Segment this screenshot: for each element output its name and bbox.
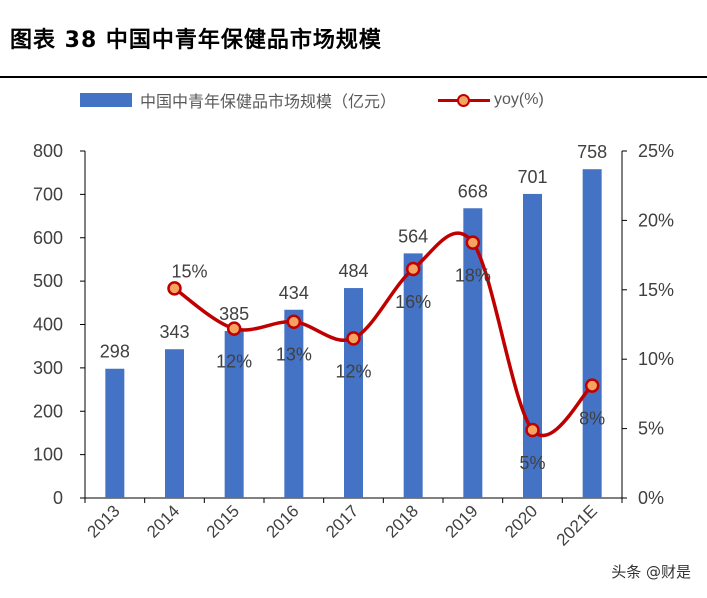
yoy-marker — [286, 314, 302, 329]
yoy-value-label: 5% — [519, 453, 545, 473]
right-tick-label: 20% — [638, 210, 674, 230]
left-tick-label: 400 — [33, 315, 63, 335]
left-tick-label: 500 — [33, 271, 63, 291]
title-divider — [0, 76, 707, 78]
bar-value-label: 668 — [458, 181, 488, 201]
left-tick-label: 700 — [33, 184, 63, 204]
x-tick-label: 2018 — [382, 501, 422, 541]
x-tick-label: 2019 — [441, 501, 481, 541]
right-tick-label: 5% — [638, 419, 664, 439]
legend-bar-swatch — [80, 93, 132, 107]
yoy-marker — [226, 321, 242, 336]
bar-value-label: 564 — [398, 226, 428, 246]
right-tick-label: 10% — [638, 349, 674, 369]
bar-value-label: 701 — [517, 167, 547, 187]
yoy-value-label: 15% — [171, 261, 207, 281]
x-tick-label: 2015 — [203, 501, 243, 541]
bar-value-label: 298 — [100, 342, 130, 362]
yoy-marker — [167, 281, 182, 296]
left-tick-label: 300 — [33, 358, 63, 378]
bar — [165, 349, 184, 498]
x-tick-label: 2017 — [322, 501, 362, 541]
x-tick-label: 2013 — [83, 501, 123, 541]
bar-value-label: 758 — [577, 142, 607, 162]
yoy-value-label: 12% — [216, 352, 252, 372]
yoy-value-label: 18% — [455, 266, 491, 286]
legend-line-icon — [438, 93, 491, 107]
bar — [463, 208, 483, 498]
left-tick-label: 600 — [33, 228, 63, 248]
x-tick-label: 2021E — [553, 501, 601, 549]
bar-value-label: 385 — [219, 304, 249, 324]
bar — [344, 288, 363, 498]
left-tick-label: 800 — [33, 141, 63, 161]
bar — [403, 253, 423, 498]
yoy-value-label: 12% — [335, 361, 371, 381]
yoy-marker — [346, 331, 361, 346]
legend-line-label: yoy(%) — [494, 91, 544, 108]
yoy-marker — [525, 422, 540, 438]
bar — [582, 169, 602, 498]
bar — [284, 309, 304, 498]
bar-value-label: 434 — [279, 283, 309, 303]
yoy-value-label: 13% — [276, 345, 312, 365]
bar-value-label: 484 — [338, 261, 368, 281]
bar — [105, 368, 125, 498]
yoy-marker — [584, 378, 600, 393]
right-tick-label: 15% — [638, 280, 674, 300]
yoy-marker — [405, 261, 421, 277]
x-tick-label: 2016 — [262, 501, 302, 541]
legend-bar-label: 中国中青年保健品市场规模（亿元） — [140, 94, 397, 111]
chart-title: 图表 38 中国中青年保健品市场规模 — [10, 28, 382, 53]
x-tick-label: 2014 — [143, 501, 183, 541]
left-tick-label: 100 — [33, 445, 63, 465]
bar-value-label: 343 — [159, 322, 189, 342]
left-tick-label: 200 — [33, 401, 63, 421]
x-tick-label: 2020 — [501, 501, 541, 541]
legend: 中国中青年保健品市场规模（亿元） yoy(%) — [80, 88, 544, 112]
left-tick-label: 0 — [53, 488, 63, 508]
right-tick-label: 25% — [638, 141, 674, 161]
yoy-value-label: 16% — [395, 292, 431, 312]
yoy-marker — [465, 235, 481, 250]
yoy-value-label: 8% — [579, 409, 605, 429]
bar — [224, 331, 244, 498]
right-tick-label: 0% — [638, 488, 664, 508]
watermark: 头条 @财是 — [611, 563, 691, 581]
